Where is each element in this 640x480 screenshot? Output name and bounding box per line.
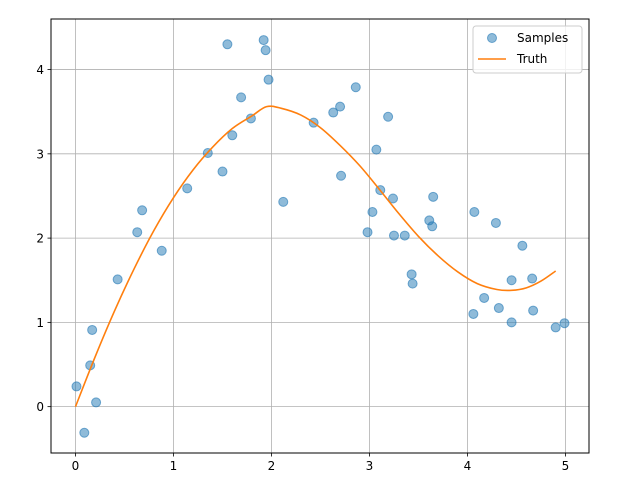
sample-point <box>371 144 382 155</box>
x-tick-label: 1 <box>170 459 178 473</box>
sample-point <box>468 308 479 319</box>
sample-point <box>258 35 269 46</box>
sample-point <box>222 39 233 50</box>
x-tick-label: 4 <box>464 459 472 473</box>
sample-point <box>469 206 480 217</box>
plot-frame <box>50 18 590 454</box>
sample-point <box>91 397 102 408</box>
sample-point <box>260 45 271 56</box>
sample-point <box>479 292 490 303</box>
ticks: 0 1 2 3 4 5 0 1 2 3 4 <box>36 63 569 473</box>
sample-point <box>336 170 347 181</box>
sample-point <box>550 322 561 333</box>
sample-point <box>528 305 539 316</box>
sample-point <box>407 278 418 289</box>
sample-point <box>278 196 289 207</box>
sample-point <box>506 317 517 328</box>
sample-point <box>559 318 570 329</box>
y-tick-label: 3 <box>36 147 44 161</box>
sample-point <box>362 227 373 238</box>
sample-point <box>517 240 528 251</box>
grid <box>51 19 589 453</box>
sample-point <box>399 230 410 241</box>
sample-point <box>506 275 517 286</box>
sample-point <box>236 92 247 103</box>
sample-point <box>428 191 439 202</box>
sample-point <box>71 381 82 392</box>
sample-point <box>132 227 143 238</box>
sample-point <box>79 427 90 438</box>
sample-point <box>427 221 438 232</box>
truth-line <box>74 105 557 407</box>
sample-point <box>383 111 394 122</box>
sample-point <box>87 324 98 335</box>
legend-marker-samples <box>487 33 497 43</box>
y-tick-label: 1 <box>36 316 44 330</box>
sample-point <box>263 74 274 85</box>
legend-label-truth: Truth <box>516 52 547 66</box>
sample-point <box>217 166 228 177</box>
series-layer <box>71 35 570 438</box>
x-tick-label: 2 <box>268 459 276 473</box>
sample-point <box>156 245 167 256</box>
sample-point <box>335 101 346 112</box>
sample-point <box>493 303 504 314</box>
sample-point <box>406 269 417 280</box>
sample-point <box>227 130 238 141</box>
sample-point <box>350 82 361 93</box>
legend: Samples Truth <box>472 25 583 74</box>
y-tick-label: 2 <box>36 232 44 246</box>
sample-point <box>490 217 501 228</box>
legend-box <box>472 25 583 74</box>
y-tick-label: 0 <box>36 400 44 414</box>
legend-label-samples: Samples <box>517 31 568 45</box>
sample-point <box>388 230 399 241</box>
sample-point <box>388 193 399 204</box>
x-tick-label: 0 <box>72 459 80 473</box>
sample-point <box>182 183 193 194</box>
y-tick-label: 4 <box>36 63 44 77</box>
sample-point <box>137 205 148 216</box>
sample-point <box>328 107 339 118</box>
sample-point <box>367 206 378 217</box>
x-tick-label: 5 <box>562 459 570 473</box>
sample-point <box>112 274 123 285</box>
sample-point <box>527 273 538 284</box>
x-tick-label: 3 <box>366 459 374 473</box>
